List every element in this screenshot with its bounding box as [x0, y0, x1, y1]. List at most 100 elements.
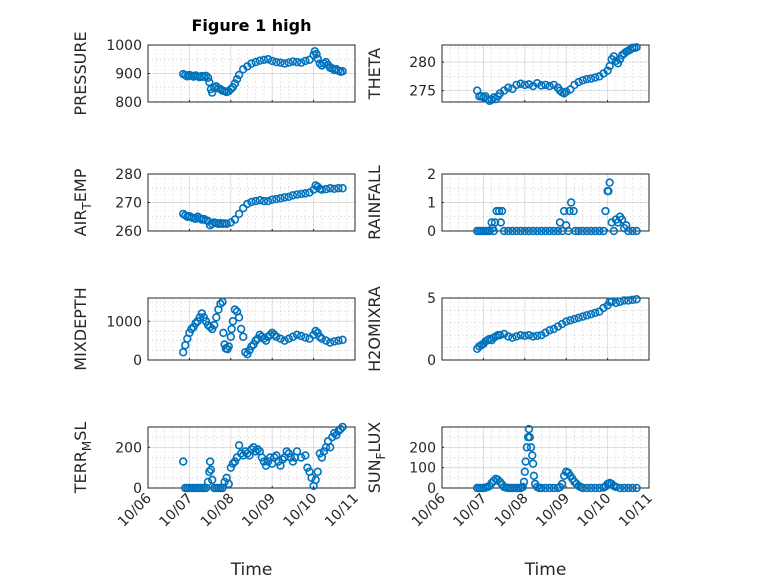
data-point: [520, 467, 529, 476]
data-point: [282, 447, 291, 456]
data-point: [288, 457, 298, 466]
data-point: [292, 190, 302, 199]
y-axis-label-subscript: T: [80, 202, 94, 211]
data-point: [619, 483, 629, 493]
data-point: [522, 443, 532, 452]
data-point: [624, 296, 633, 305]
y-axis-label-tail: LUX: [365, 422, 384, 453]
data-point: [311, 326, 320, 336]
data-point: [305, 55, 314, 65]
data-point: [512, 80, 521, 90]
data-point: [321, 184, 331, 194]
data-point: [205, 457, 215, 466]
data-point: [516, 79, 525, 88]
data-point: [559, 206, 569, 216]
data-point: [274, 457, 283, 466]
data-point: [603, 66, 612, 75]
data-point: [566, 85, 575, 94]
data-point: [301, 451, 310, 460]
data-point: [226, 84, 236, 94]
data-point: [601, 206, 610, 216]
data-point: [495, 331, 505, 340]
axes-frame: [441, 426, 650, 489]
data-point: [545, 326, 554, 335]
data-point: [499, 329, 509, 339]
data-point: [611, 56, 621, 66]
data-point: [317, 334, 327, 343]
y-axis-label-main: PRESSURE: [71, 31, 90, 115]
data-point: [533, 226, 542, 236]
data-point: [338, 67, 347, 76]
y-tick-label: 1: [427, 196, 436, 212]
data-point: [253, 445, 262, 454]
data-point: [263, 55, 273, 64]
data-point: [228, 317, 238, 326]
data-point: [284, 58, 293, 67]
y-tick-label: 2: [427, 167, 436, 183]
data-point: [528, 332, 538, 341]
y-tick-label: 280: [409, 55, 436, 71]
data-point: [325, 338, 335, 347]
y-tick-label: 275: [409, 84, 436, 100]
data-point: [607, 297, 616, 306]
data-point: [582, 74, 592, 84]
data-point: [284, 192, 293, 202]
data-point: [332, 430, 341, 440]
data-point: [578, 226, 587, 236]
data-point: [599, 226, 608, 236]
data-point: [494, 206, 504, 216]
data-point: [288, 191, 298, 200]
data-point: [336, 424, 345, 434]
data-point: [251, 336, 260, 345]
data-point: [201, 71, 211, 80]
axes-border: [441, 297, 650, 361]
data-point: [537, 331, 546, 340]
data-point: [520, 226, 529, 236]
data-point: [288, 332, 298, 341]
data-point: [524, 331, 534, 340]
figure-title: Figure 1 high: [192, 16, 312, 35]
y-axis-label-tail: EMP: [71, 168, 90, 202]
data-point: [338, 184, 347, 193]
data-point: [549, 324, 558, 334]
y-axis-label: AIRTEMP: [71, 168, 94, 236]
data-point: [545, 226, 554, 236]
data-point: [226, 463, 236, 472]
data-point: [526, 443, 536, 452]
x-axis-label: Time: [230, 560, 273, 580]
data-point: [284, 449, 293, 458]
data-point: [553, 322, 563, 331]
data-point: [537, 483, 546, 493]
data-point: [239, 204, 248, 213]
data-point: [328, 432, 337, 442]
data-point: [228, 459, 238, 468]
data-point: [220, 477, 229, 487]
data-point: [586, 74, 596, 83]
data-point: [628, 226, 637, 236]
data-point: [334, 336, 343, 345]
data-point: [315, 332, 325, 341]
data-point: [582, 311, 592, 320]
data-point: [561, 87, 571, 96]
data-point: [301, 333, 310, 342]
data-point: [330, 184, 339, 194]
data-point: [508, 226, 517, 236]
data-point: [493, 475, 503, 485]
data-point: [272, 332, 281, 341]
y-axis-label-tail: SL: [71, 422, 90, 441]
data-point: [541, 483, 550, 493]
data-point: [224, 479, 233, 489]
data-point: [566, 198, 576, 207]
y-axis-label-main: TERR: [71, 451, 90, 494]
data-point: [268, 195, 277, 204]
data-point: [615, 297, 625, 306]
data-point: [516, 226, 525, 236]
data-point: [586, 483, 596, 493]
data-point: [210, 320, 219, 330]
data-point: [590, 73, 600, 82]
y-axis-label-main: AIR: [71, 210, 90, 237]
data-point: [599, 303, 608, 313]
data-point: [569, 206, 578, 216]
y-tick-label: 5: [427, 291, 436, 307]
x-tick-label: 10/10: [281, 491, 321, 531]
